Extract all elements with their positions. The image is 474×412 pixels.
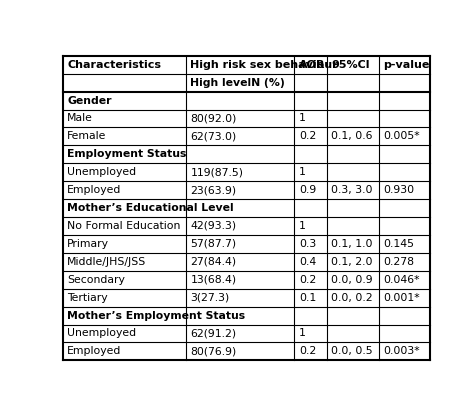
Text: 27(84.4): 27(84.4): [191, 257, 237, 267]
Text: Primary: Primary: [67, 239, 109, 249]
Text: 0.2: 0.2: [299, 131, 316, 141]
Text: Female: Female: [67, 131, 107, 141]
Text: Characteristics: Characteristics: [67, 60, 161, 70]
Text: Mother’s Employment Status: Mother’s Employment Status: [67, 311, 246, 321]
Text: Secondary: Secondary: [67, 275, 125, 285]
Text: Employed: Employed: [67, 185, 122, 195]
Text: 13(68.4): 13(68.4): [191, 275, 237, 285]
Text: Middle/JHS/JSS: Middle/JHS/JSS: [67, 257, 146, 267]
Text: 62(73.0): 62(73.0): [191, 131, 237, 141]
Text: 0.145: 0.145: [383, 239, 414, 249]
Text: 1: 1: [299, 167, 306, 177]
Text: 0.001*: 0.001*: [383, 293, 420, 303]
Text: High risk sex behaviour: High risk sex behaviour: [191, 60, 338, 70]
Text: 3(27.3): 3(27.3): [191, 293, 229, 303]
Text: 0.9: 0.9: [299, 185, 316, 195]
Text: 23(63.9): 23(63.9): [191, 185, 237, 195]
Text: 1: 1: [299, 221, 306, 231]
Text: 0.0, 0.5: 0.0, 0.5: [331, 346, 373, 356]
Text: 95%Cl: 95%Cl: [331, 60, 370, 70]
Text: 0.3: 0.3: [299, 239, 316, 249]
Text: 0.1, 1.0: 0.1, 1.0: [331, 239, 373, 249]
Text: 0.278: 0.278: [383, 257, 414, 267]
Text: 1: 1: [299, 113, 306, 124]
Text: Unemployed: Unemployed: [67, 167, 137, 177]
Text: Male: Male: [67, 113, 93, 124]
Text: Mother’s Educational Level: Mother’s Educational Level: [67, 203, 234, 213]
Text: AOR: AOR: [299, 60, 325, 70]
Text: 42(93.3): 42(93.3): [191, 221, 237, 231]
Text: 0.1, 2.0: 0.1, 2.0: [331, 257, 373, 267]
Text: 119(87.5): 119(87.5): [191, 167, 243, 177]
Text: 0.2: 0.2: [299, 275, 316, 285]
Text: Tertiary: Tertiary: [67, 293, 108, 303]
Text: p-value: p-value: [383, 60, 429, 70]
Text: 80(92.0): 80(92.0): [191, 113, 237, 124]
Text: No Formal Education: No Formal Education: [67, 221, 181, 231]
Text: Employed: Employed: [67, 346, 122, 356]
Text: 0.1: 0.1: [299, 293, 316, 303]
Text: 0.005*: 0.005*: [383, 131, 420, 141]
Text: High levelN (%): High levelN (%): [191, 77, 285, 88]
Text: 0.0, 0.2: 0.0, 0.2: [331, 293, 373, 303]
Text: 0.1, 0.6: 0.1, 0.6: [331, 131, 373, 141]
Text: 57(87.7): 57(87.7): [191, 239, 237, 249]
Text: 0.003*: 0.003*: [383, 346, 420, 356]
Text: 0.930: 0.930: [383, 185, 414, 195]
Text: 62(91.2): 62(91.2): [191, 328, 237, 339]
Text: 0.046*: 0.046*: [383, 275, 420, 285]
Text: 1: 1: [299, 328, 306, 339]
Text: 0.2: 0.2: [299, 346, 316, 356]
Text: 0.0, 0.9: 0.0, 0.9: [331, 275, 373, 285]
Text: 0.4: 0.4: [299, 257, 316, 267]
Text: Gender: Gender: [67, 96, 112, 105]
Text: 80(76.9): 80(76.9): [191, 346, 237, 356]
Text: 0.3, 3.0: 0.3, 3.0: [331, 185, 373, 195]
Text: Employment Status: Employment Status: [67, 149, 187, 159]
Text: Unemployed: Unemployed: [67, 328, 137, 339]
